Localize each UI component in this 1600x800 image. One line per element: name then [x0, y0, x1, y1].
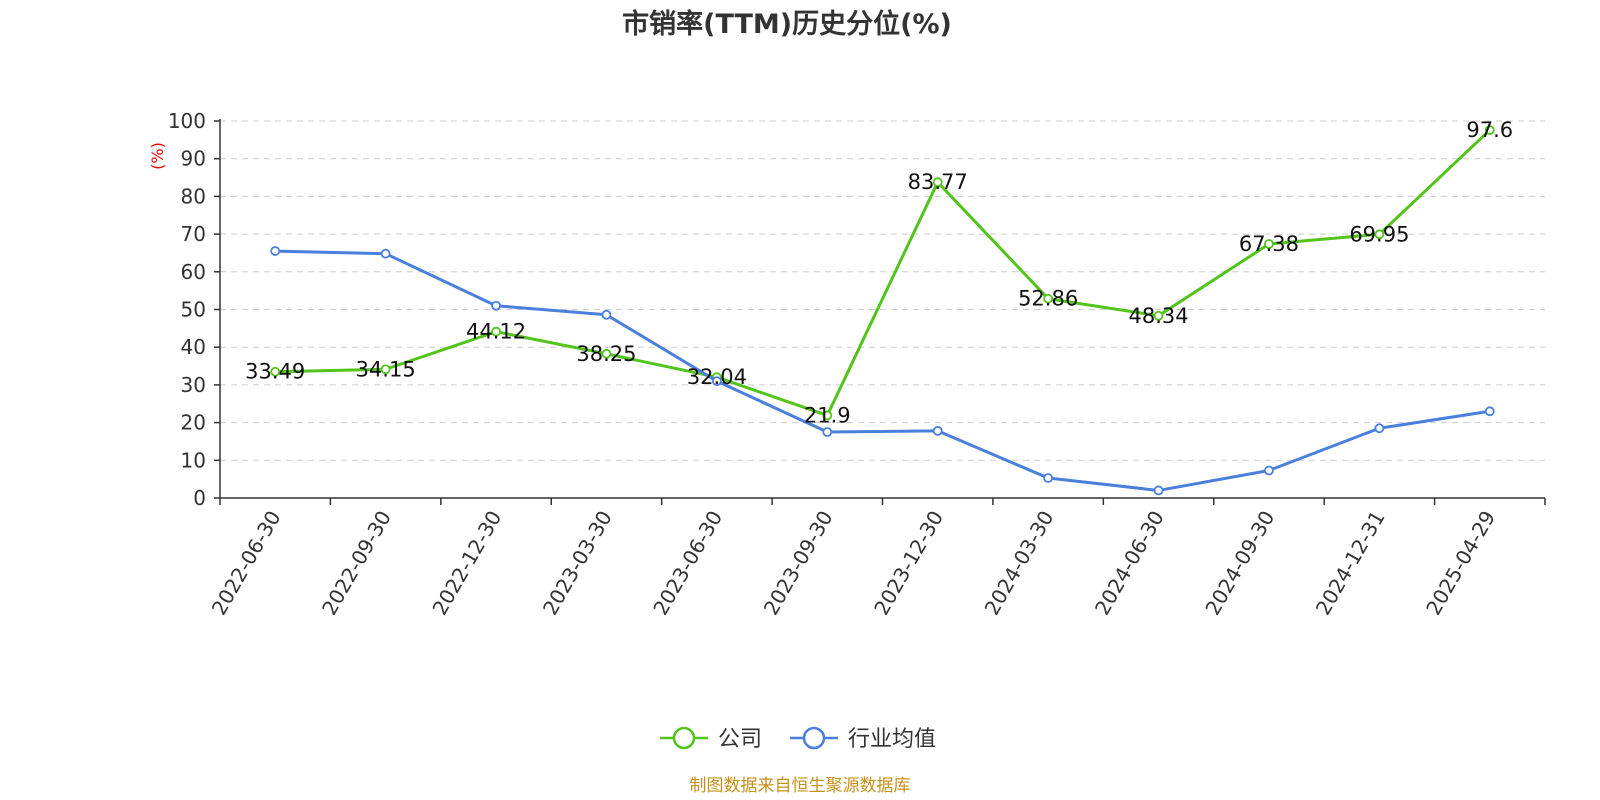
y-tick-label-90: 90	[181, 147, 206, 171]
point-industry-2023-03-30	[601, 309, 612, 320]
data-label-company-2024-09-30: 67.38	[1239, 232, 1299, 256]
series	[270, 125, 1495, 496]
point-company-2023-09-30	[822, 410, 833, 421]
x-tick-label-2023-03-30: 2023-03-30	[538, 507, 617, 620]
point-company-2023-03-30	[601, 348, 612, 359]
y-tick-label-100: 100	[168, 109, 206, 133]
point-company-2024-03-30	[1043, 293, 1054, 304]
data-label-company-2022-06-30: 33.49	[245, 360, 305, 384]
legend-company-label: 公司	[718, 727, 762, 752]
y-tick-label-50: 50	[181, 298, 206, 322]
legend[interactable]: 公司 行业均值	[660, 726, 936, 752]
x-tick-label-2024-12-31: 2024-12-31	[1311, 507, 1390, 620]
y-tick-label-70: 70	[181, 222, 206, 246]
legend-item-company[interactable]: 公司	[660, 726, 762, 752]
point-company-2023-12-30	[932, 177, 943, 188]
data-label-company-2023-03-30: 38.25	[576, 342, 636, 366]
point-industry-2024-03-30	[1043, 473, 1054, 483]
point-industry-2024-06-30	[1153, 485, 1164, 496]
x-tick-label-2023-06-30: 2023-06-30	[648, 507, 727, 620]
source-note: 制图数据来自恒生聚源数据库	[690, 776, 911, 796]
x-tick-label-2025-04-29: 2025-04-29	[1421, 507, 1500, 620]
data-label-company-2022-09-30: 34.15	[356, 357, 416, 381]
y-axis-label: (%)	[148, 142, 167, 170]
y-tick-label-80: 80	[181, 184, 206, 208]
axes	[214, 119, 1546, 505]
data-label-company-2023-12-30: 83.77	[908, 170, 968, 194]
y-tick-label-30: 30	[181, 373, 206, 397]
point-industry-2024-12-31	[1374, 423, 1385, 434]
x-tick-labels: 2022-06-30 2022-09-30 2022-12-30 2023-03-30…	[207, 507, 1500, 620]
y-tick-label-0: 0	[193, 486, 206, 510]
point-industry-2022-09-30	[380, 248, 391, 259]
y-tick-label-40: 40	[181, 335, 206, 359]
series-line-company	[275, 128, 1491, 417]
chart-title: 市销率(TTM)历史分位(%)	[622, 8, 952, 40]
legend-item-industry[interactable]: 行业均值	[790, 726, 936, 752]
point-company-2025-04-29	[1484, 125, 1495, 135]
point-company-2024-09-30	[1264, 239, 1274, 249]
data-label-company-2024-03-30: 52.86	[1018, 287, 1078, 311]
x-tick-label-2023-12-30: 2023-12-30	[869, 507, 948, 620]
x-tick-label-2023-09-30: 2023-09-30	[759, 507, 838, 620]
point-industry-2024-09-30	[1264, 465, 1274, 476]
grid-lines	[220, 120, 1545, 461]
legend-industry-marker	[802, 726, 826, 750]
point-industry-2025-04-29	[1484, 406, 1495, 417]
y-tick-labels: 0 10 20 30 40 50 60 70 80 90 100	[168, 109, 206, 510]
y-tick-label-10: 10	[181, 448, 206, 472]
point-industry-2023-09-30	[822, 427, 833, 437]
point-industry-2023-12-30	[932, 425, 943, 436]
x-tick-label-2022-09-30: 2022-09-30	[317, 507, 396, 620]
data-label-company-2023-06-30: 32.04	[687, 365, 747, 389]
point-company-2022-12-30	[491, 326, 501, 337]
x-tick-label-2022-06-30: 2022-06-30	[207, 507, 286, 620]
legend-industry-label: 行业均值	[848, 727, 936, 752]
point-industry-2023-06-30	[711, 376, 722, 387]
x-tick-label-2024-06-30: 2024-06-30	[1090, 507, 1169, 620]
x-tick-label-2024-09-30: 2024-09-30	[1200, 507, 1279, 620]
point-industry-2022-12-30	[491, 300, 501, 311]
data-label-company-2022-12-30: 44.12	[466, 320, 526, 344]
y-tick-label-20: 20	[181, 411, 206, 435]
data-label-company-2023-09-30: 21.9	[804, 403, 851, 427]
y-tick-label-60: 60	[181, 260, 206, 284]
data-label-company-2024-06-30: 48.34	[1128, 304, 1188, 328]
data-labels: 33.49 34.15 44.12 38.25 32.04 21.9 83.77 52.86 4…	[245, 118, 1513, 427]
point-company-2024-12-31	[1374, 229, 1385, 240]
point-company-2022-06-30	[270, 366, 281, 377]
x-tick-label-2024-03-30: 2024-03-30	[980, 507, 1059, 620]
point-company-2022-09-30	[380, 364, 391, 375]
data-label-company-2025-04-29: 97.6	[1466, 118, 1513, 142]
data-label-company-2024-12-31: 69.95	[1349, 222, 1409, 246]
series-line-industry	[275, 249, 1491, 492]
point-company-2024-06-30	[1153, 310, 1164, 321]
x-tick-label-2022-12-30: 2022-12-30	[427, 507, 506, 620]
point-industry-2022-06-30	[270, 246, 281, 256]
legend-company-marker	[672, 726, 696, 750]
